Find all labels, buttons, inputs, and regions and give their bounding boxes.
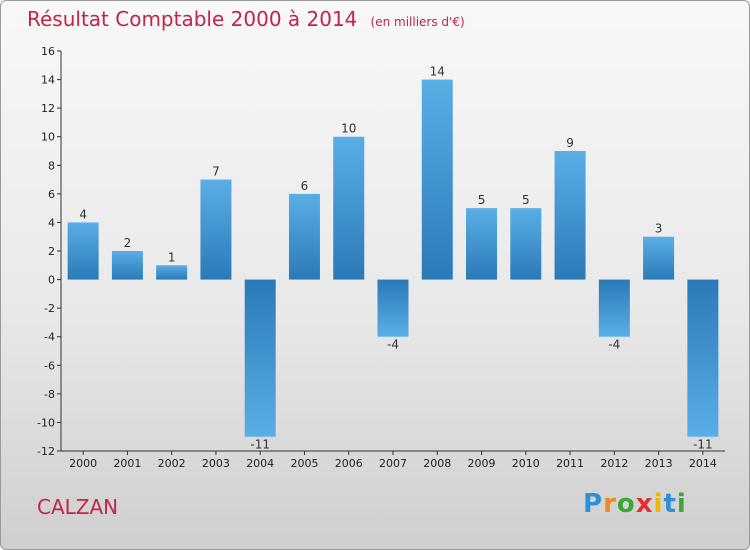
x-tick-label: 2006 (335, 457, 363, 470)
proxiti-logo[interactable]: Proxiti (583, 489, 687, 519)
x-tick-label: 2014 (689, 457, 717, 470)
bar (510, 208, 542, 280)
logo-letter: x (635, 489, 654, 519)
bar (244, 279, 276, 437)
y-tick-label: 6 (48, 188, 55, 201)
logo-letter: i (653, 489, 664, 519)
y-tick-label: -4 (44, 331, 55, 344)
data-label: 2 (124, 236, 132, 250)
bar (288, 193, 320, 280)
y-tick-label: 4 (48, 216, 55, 229)
data-label: 9 (566, 136, 574, 150)
y-tick-label: 14 (41, 74, 55, 87)
x-tick-label: 2013 (645, 457, 673, 470)
chart-subtitle: (en milliers d'€) (370, 15, 465, 29)
bar (687, 279, 719, 437)
data-label: 3 (655, 222, 663, 236)
bar (156, 265, 188, 280)
logo-letter: i (676, 489, 687, 519)
y-tick-label: 8 (48, 159, 55, 172)
data-label: -4 (608, 338, 620, 352)
y-tick-label: -10 (37, 416, 55, 429)
y-tick-label: -8 (44, 388, 55, 401)
y-tick-label: 2 (48, 245, 55, 258)
bar (333, 136, 365, 280)
x-tick-label: 2003 (202, 457, 230, 470)
x-tick-label: 2005 (290, 457, 318, 470)
chart-title-block: Résultat Comptable 2000 à 2014 (en milli… (27, 7, 465, 31)
data-label: -11 (250, 438, 270, 452)
logo-letter: P (583, 489, 604, 519)
data-label: 4 (79, 207, 87, 221)
x-tick-label: 2007 (379, 457, 407, 470)
x-tick-label: 2009 (468, 457, 496, 470)
data-label: 10 (341, 122, 356, 136)
logo-letter: t (663, 489, 677, 519)
bar (466, 208, 498, 280)
data-label: 6 (301, 179, 309, 193)
data-label: 14 (430, 65, 445, 79)
data-label: 5 (478, 193, 486, 207)
x-tick-label: 2008 (423, 457, 451, 470)
data-label: -11 (693, 438, 713, 452)
bar (598, 279, 630, 337)
y-tick-label: 12 (41, 102, 55, 115)
data-label: 1 (168, 250, 176, 264)
x-tick-label: 2012 (600, 457, 628, 470)
y-tick-label: -6 (44, 359, 55, 372)
x-tick-label: 2010 (512, 457, 540, 470)
bar (200, 179, 232, 280)
bar (421, 79, 453, 280)
logo-letter: o (616, 489, 636, 519)
x-tick-label: 2000 (69, 457, 97, 470)
bar (643, 236, 675, 280)
y-tick-label: 16 (41, 45, 55, 58)
bar (111, 251, 143, 280)
commune-name: CALZAN (37, 495, 119, 519)
x-tick-label: 2004 (246, 457, 274, 470)
logo-letter: r (603, 489, 617, 519)
chart-title: Résultat Comptable 2000 à 2014 (27, 7, 358, 31)
y-tick-label: -2 (44, 302, 55, 315)
y-tick-label: 10 (41, 131, 55, 144)
data-label: 7 (212, 165, 220, 179)
y-tick-label: -12 (37, 445, 55, 458)
bar (554, 151, 586, 280)
x-tick-label: 2001 (113, 457, 141, 470)
data-label: 5 (522, 193, 530, 207)
data-label: -4 (387, 338, 399, 352)
y-tick-label: 0 (48, 274, 55, 287)
x-tick-label: 2002 (158, 457, 186, 470)
bar (67, 222, 99, 280)
bar (377, 279, 409, 337)
x-tick-label: 2011 (556, 457, 584, 470)
